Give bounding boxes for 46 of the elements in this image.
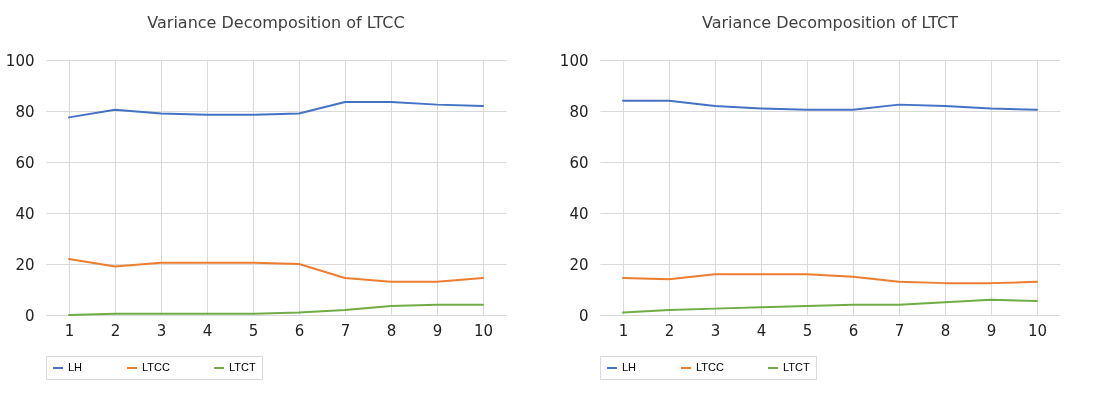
x-tick-label: 2 (110, 321, 121, 340)
x-tick-label: 4 (756, 321, 767, 340)
x-tick-label: 8 (940, 321, 951, 340)
x-tick-label: 1 (618, 321, 629, 340)
line-series (68, 303, 484, 316)
y-tick-label: 80 (569, 102, 589, 121)
x-tick-label: 4 (202, 321, 213, 340)
legend-label: LTCT (783, 361, 810, 373)
x-tick-label: 7 (340, 321, 351, 340)
y-tick-label: 20 (15, 255, 35, 274)
x-tick-label: 3 (156, 321, 167, 340)
y-tick-label: 40 (569, 204, 589, 223)
x-tick-label: 2 (664, 321, 675, 340)
x-tick-label: 5 (248, 321, 259, 340)
chart-title: Variance Decomposition of LTCC (147, 13, 405, 32)
line-series (622, 99, 1038, 111)
y-tick-label: 20 (569, 255, 589, 274)
x-tick-label: 9 (432, 321, 443, 340)
x-tick-label: 6 (848, 321, 859, 340)
x-tick-label: 1 (64, 321, 75, 340)
line-series (622, 298, 1038, 314)
legend-label: LTCC (142, 361, 170, 373)
y-tick-label: 100 (559, 51, 589, 70)
legend-label: LTCC (696, 361, 724, 373)
legend-label: LTCT (229, 361, 256, 373)
y-tick-label: 40 (15, 204, 35, 223)
x-tick-label: 6 (294, 321, 305, 340)
x-tick-label: 9 (986, 321, 997, 340)
x-tick-label: 10 (473, 321, 494, 340)
y-tick-label: 0 (578, 306, 589, 325)
line-series (68, 101, 484, 119)
legend-label: LH (622, 361, 637, 373)
y-tick-label: 80 (15, 102, 35, 121)
x-tick-label: 7 (894, 321, 905, 340)
line-series (68, 257, 484, 283)
x-tick-label: 8 (386, 321, 397, 340)
y-tick-label: 0 (24, 306, 35, 325)
x-tick-label: 10 (1027, 321, 1048, 340)
x-tick-label: 5 (802, 321, 813, 340)
y-tick-label: 60 (569, 153, 589, 172)
y-tick-label: 60 (15, 153, 35, 172)
line-series (622, 273, 1038, 285)
legend-label: LH (68, 361, 83, 373)
x-tick-label: 3 (710, 321, 721, 340)
chart-title: Variance Decomposition of LTCT (702, 13, 959, 32)
y-tick-label: 100 (5, 51, 35, 70)
